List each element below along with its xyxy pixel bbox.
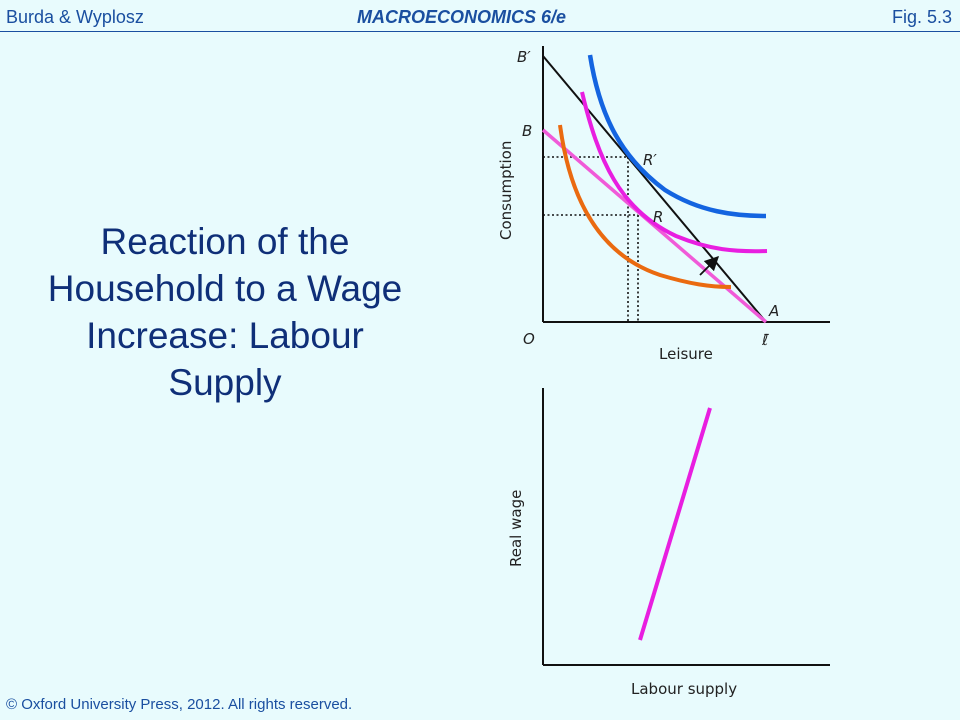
header-figure-number: Fig. 5.3 [891,7,952,27]
labour-supply-curve [638,407,712,641]
copyright-footer: © Oxford University Press, 2012. All rig… [6,696,353,713]
bottom-x-axis-label: Labour supply [631,680,737,698]
label-r: R [653,208,663,226]
label-b-prime: B′ [517,48,531,66]
bottom-y-axis-label: Real wage [507,490,525,567]
label-r-prime: R′ [643,151,657,169]
header-book-title: MACROECONOMICS 6/e [357,7,567,27]
slide-header: Burda & Wyplosz MACROECONOMICS 6/e Fig. … [0,0,960,32]
shift-arrow [699,255,720,276]
top-y-axis-label: Consumption [497,141,515,240]
top-x-axis-label: Leisure [659,345,713,363]
bottom-diagram: Real wage Labour supply [507,388,830,698]
label-l-bar: ℓ̄ [761,331,769,349]
label-b: B [522,122,532,140]
low-indifference-curve [558,124,732,289]
slide-title: Reaction of the Household to a Wage Incr… [47,221,403,403]
header-divider [0,31,960,32]
label-origin: O [523,330,535,348]
header-authors: Burda & Wyplosz [6,7,144,27]
top-diagram: B′ B R′ R A O ℓ̄ Consumption Leisure [497,46,830,363]
label-a: A [768,302,779,320]
new-budget-line [542,55,767,323]
middle-indifference-curve [580,91,768,254]
high-indifference-curve [587,54,767,219]
